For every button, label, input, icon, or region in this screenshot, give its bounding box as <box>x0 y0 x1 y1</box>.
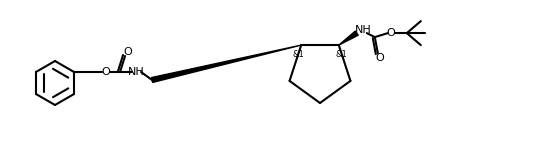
Text: &1: &1 <box>336 50 347 59</box>
Text: O: O <box>102 67 110 77</box>
Polygon shape <box>152 45 301 83</box>
Polygon shape <box>339 31 358 45</box>
Text: O: O <box>386 28 395 38</box>
Text: O: O <box>375 53 384 63</box>
Text: &1: &1 <box>292 50 304 59</box>
Text: NH: NH <box>128 67 144 77</box>
Text: O: O <box>124 47 133 57</box>
Text: NH: NH <box>355 25 371 35</box>
